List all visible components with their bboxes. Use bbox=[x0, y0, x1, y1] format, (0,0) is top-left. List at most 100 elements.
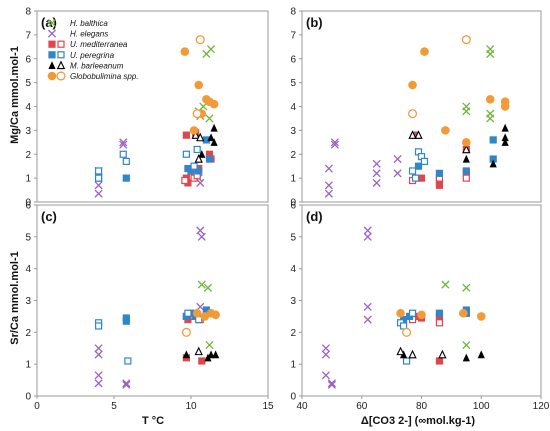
data-point bbox=[192, 109, 202, 119]
panel-4: 0 1 2 3 4 5 6 40 60 80 100 120 (d) bbox=[290, 201, 549, 413]
data-point bbox=[501, 133, 509, 142]
y-tick-label: 8 bbox=[290, 7, 296, 18]
y-tick-label: 7 bbox=[25, 30, 31, 41]
legend-label: Globobulimina spp. bbox=[70, 72, 138, 81]
data-point bbox=[363, 302, 372, 311]
x-tick-label: 10 bbox=[185, 401, 197, 412]
data-point bbox=[411, 174, 420, 182]
y-tick-label: 2 bbox=[290, 328, 296, 339]
legend-label: U. mediterranea bbox=[70, 40, 128, 49]
data-point bbox=[210, 138, 218, 146]
legend-marker bbox=[47, 18, 57, 28]
y-tick-label: 6 bbox=[25, 201, 31, 212]
data-point bbox=[94, 350, 103, 359]
legend-label: H. balthica bbox=[70, 19, 108, 28]
data-point bbox=[435, 319, 444, 327]
panel-label: (a) bbox=[41, 15, 57, 30]
legend-marker bbox=[56, 60, 66, 70]
legend-marker bbox=[48, 40, 56, 48]
data-point bbox=[462, 353, 470, 362]
panel-2: 0 1 2 3 4 5 6 7 8 (b) bbox=[290, 7, 542, 209]
data-point bbox=[94, 371, 103, 380]
data-point bbox=[94, 344, 103, 353]
legend-entry: U. peregrina bbox=[48, 51, 115, 60]
data-point bbox=[207, 133, 215, 142]
data-point bbox=[462, 144, 471, 154]
data-point bbox=[459, 308, 468, 318]
x-tick-label: 120 bbox=[533, 401, 550, 412]
data-point bbox=[462, 138, 471, 147]
data-point bbox=[196, 178, 205, 187]
data-point bbox=[193, 145, 201, 154]
y-tick-label: 2 bbox=[25, 150, 31, 161]
data-point bbox=[372, 159, 381, 168]
y-tick-label: 5 bbox=[25, 78, 31, 89]
data-point bbox=[393, 154, 402, 164]
data-point bbox=[417, 310, 426, 320]
y-tick-label: 4 bbox=[25, 264, 31, 275]
data-point bbox=[476, 312, 486, 321]
plot-frame bbox=[36, 204, 269, 397]
data-point bbox=[189, 126, 199, 135]
data-point bbox=[202, 136, 210, 144]
data-point bbox=[198, 150, 206, 158]
data-point bbox=[182, 150, 190, 158]
y-tick-label: 5 bbox=[290, 78, 296, 89]
data-point bbox=[408, 130, 417, 139]
data-point bbox=[485, 95, 495, 104]
x-tick-label: 60 bbox=[356, 401, 368, 412]
y-tick-label: 5 bbox=[290, 232, 296, 243]
y-tick-label: 2 bbox=[290, 150, 296, 161]
data-point bbox=[462, 102, 471, 111]
y-tick-label: 1 bbox=[290, 360, 296, 371]
y-tick-label: 6 bbox=[25, 54, 31, 65]
data-point bbox=[207, 350, 215, 359]
data-point bbox=[462, 154, 470, 163]
legend-entry: H. balthica bbox=[47, 18, 108, 28]
y-tick-label: 4 bbox=[290, 264, 296, 275]
panel-1: 0 1 2 3 4 5 6 7 8 (a) bbox=[25, 7, 269, 209]
data-point bbox=[182, 131, 190, 139]
data-point bbox=[205, 114, 214, 123]
data-point bbox=[321, 371, 330, 380]
y-axis-label-bottom: Sr/Ca mmol.mol-1 bbox=[9, 251, 21, 345]
data-point bbox=[191, 130, 200, 139]
data-point bbox=[461, 35, 471, 45]
data-point bbox=[363, 226, 372, 235]
data-point bbox=[462, 174, 470, 182]
data-point bbox=[196, 132, 205, 142]
data-point bbox=[363, 232, 372, 241]
legend-marker bbox=[48, 61, 56, 69]
data-point bbox=[211, 310, 220, 320]
data-point bbox=[441, 280, 450, 289]
data-point bbox=[94, 174, 103, 182]
data-point bbox=[181, 176, 189, 185]
data-point bbox=[435, 309, 444, 317]
data-point bbox=[363, 315, 372, 324]
legend-label: U. peregrina bbox=[70, 51, 115, 60]
data-point bbox=[195, 167, 203, 175]
x-tick-label: 100 bbox=[473, 401, 490, 412]
data-point bbox=[122, 379, 131, 388]
y-tick-label: 3 bbox=[290, 296, 296, 307]
data-point bbox=[489, 155, 497, 163]
x-axis-label-left: T °C bbox=[142, 415, 164, 427]
y-tick-label: 3 bbox=[290, 126, 296, 137]
data-point bbox=[194, 154, 203, 163]
data-point bbox=[199, 102, 208, 111]
data-point bbox=[94, 167, 103, 175]
y-tick-label: 4 bbox=[290, 102, 296, 113]
data-point bbox=[321, 350, 330, 359]
data-point bbox=[94, 322, 103, 330]
data-point bbox=[396, 308, 405, 318]
data-point bbox=[501, 138, 509, 146]
data-point bbox=[330, 140, 339, 149]
data-point bbox=[441, 126, 450, 135]
data-point bbox=[197, 280, 206, 289]
data-point bbox=[119, 138, 128, 147]
y-tick-label: 4 bbox=[25, 102, 31, 113]
legend-entry: Globobulimina spp. bbox=[47, 71, 138, 81]
legend-marker bbox=[47, 29, 57, 38]
